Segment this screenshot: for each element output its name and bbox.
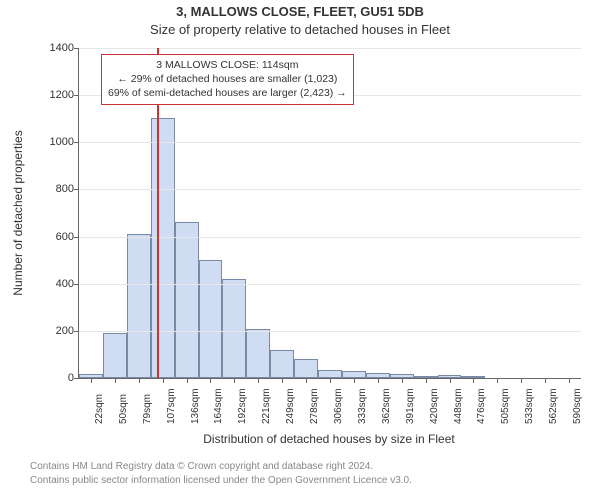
y-tick-mark [74,378,79,379]
x-tick-mark [258,378,259,383]
y-tick-mark [74,189,79,190]
x-tick-mark [282,378,283,383]
y-tick-mark [74,284,79,285]
chart-title: 3, MALLOWS CLOSE, FLEET, GU51 5DB [0,4,600,19]
footer-credits: Contains HM Land Registry data © Crown c… [30,460,412,488]
x-tick-label: 590sqm [572,388,583,424]
x-tick-label: 362sqm [381,388,392,424]
histogram-bar [342,371,366,378]
y-tick-mark [74,142,79,143]
histogram-bar [246,329,270,379]
x-tick-mark [163,378,164,383]
chart-container: 3, MALLOWS CLOSE, FLEET, GU51 5DB Size o… [0,0,600,500]
histogram-bar [103,333,127,378]
y-tick-mark [74,331,79,332]
x-tick-label: 420sqm [429,388,440,424]
x-tick-mark [91,378,92,383]
x-tick-label: 221sqm [261,388,272,424]
x-tick-label: 476sqm [476,388,487,424]
x-tick-label: 249sqm [285,388,296,424]
x-tick-mark [306,378,307,383]
x-axis-label: Distribution of detached houses by size … [78,432,580,446]
annotation-line-1: 3 MALLOWS CLOSE: 114sqm [108,58,347,72]
gridline [79,189,581,190]
x-tick-label: 79sqm [142,394,153,424]
histogram-bar [151,118,175,378]
gridline [79,237,581,238]
y-tick-mark [74,95,79,96]
histogram-bar [199,260,223,378]
x-tick-mark [234,378,235,383]
histogram-bar [270,350,294,378]
gridline [79,48,581,49]
x-tick-label: 107sqm [166,388,177,424]
y-tick-label: 800 [26,183,74,195]
x-tick-label: 448sqm [453,388,464,424]
x-tick-label: 22sqm [94,394,105,424]
gridline [79,142,581,143]
x-tick-label: 192sqm [237,388,248,424]
x-tick-label: 391sqm [405,388,416,424]
x-tick-mark [545,378,546,383]
x-tick-mark [402,378,403,383]
x-tick-mark [569,378,570,383]
y-tick-mark [74,48,79,49]
y-tick-mark [74,237,79,238]
x-tick-label: 562sqm [548,388,559,424]
x-tick-mark [187,378,188,383]
x-tick-mark [426,378,427,383]
gridline [79,331,581,332]
y-tick-label: 0 [26,372,74,384]
x-tick-label: 306sqm [333,388,344,424]
histogram-bar [318,370,342,378]
x-tick-mark [378,378,379,383]
x-tick-label: 333sqm [357,388,368,424]
y-tick-label: 1400 [26,42,74,54]
histogram-bar [175,222,199,378]
x-tick-mark [497,378,498,383]
x-tick-label: 505sqm [500,388,511,424]
x-tick-label: 278sqm [309,388,320,424]
annotation-line-3: 69% of semi-detached houses are larger (… [108,86,347,100]
plot-area: 3 MALLOWS CLOSE: 114sqm ← 29% of detache… [78,48,581,379]
x-tick-label: 50sqm [118,394,129,424]
annotation-box: 3 MALLOWS CLOSE: 114sqm ← 29% of detache… [101,54,354,105]
x-tick-mark [521,378,522,383]
histogram-bar [222,279,246,378]
x-tick-label: 533sqm [524,388,535,424]
footer-line-2: Contains public sector information licen… [30,474,412,488]
annotation-line-2: ← 29% of detached houses are smaller (1,… [108,72,347,86]
y-tick-label: 600 [26,231,74,243]
histogram-bar [294,359,318,378]
x-tick-mark [115,378,116,383]
gridline [79,284,581,285]
x-tick-mark [473,378,474,383]
x-tick-mark [139,378,140,383]
y-tick-label: 200 [26,325,74,337]
y-axis-label: Number of detached properties [11,130,25,295]
x-tick-mark [210,378,211,383]
y-tick-label: 400 [26,278,74,290]
footer-line-1: Contains HM Land Registry data © Crown c… [30,460,412,474]
chart-subtitle: Size of property relative to detached ho… [0,22,600,37]
x-tick-mark [330,378,331,383]
x-tick-label: 136sqm [190,388,201,424]
histogram-bar [127,234,151,378]
y-tick-label: 1000 [26,136,74,148]
x-tick-mark [354,378,355,383]
x-tick-label: 164sqm [213,388,224,424]
y-tick-label: 1200 [26,89,74,101]
x-tick-mark [450,378,451,383]
